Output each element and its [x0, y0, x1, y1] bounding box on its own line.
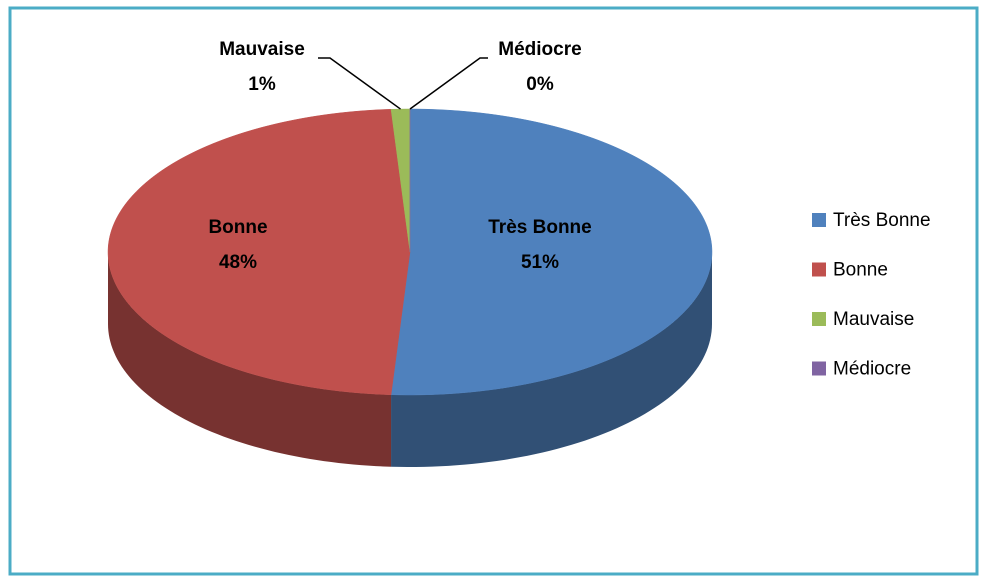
data-label-name: Médiocre — [498, 39, 581, 60]
legend-swatch — [812, 213, 826, 227]
legend-swatch — [812, 361, 826, 376]
legend-swatch — [812, 262, 826, 277]
legend-label: Très Bonne — [833, 210, 931, 231]
data-label-name: Bonne — [208, 217, 267, 238]
data-label-value: 51% — [521, 252, 559, 273]
legend-swatch — [812, 312, 826, 326]
data-label-name: Mauvaise — [219, 39, 305, 60]
leader-line — [318, 57, 401, 110]
pie-side — [391, 252, 712, 467]
data-label-name: Très Bonne — [488, 217, 591, 238]
pie-side — [108, 252, 392, 467]
data-label-value: 1% — [248, 74, 276, 95]
pie-slice — [107, 109, 411, 395]
leader-line — [409, 57, 488, 110]
legend-label: Mauvaise — [833, 309, 914, 330]
data-label-value: 0% — [526, 74, 554, 95]
pie-slice — [390, 108, 713, 396]
legend-label: Bonne — [833, 260, 888, 281]
data-label-value: 48% — [219, 252, 257, 273]
legend-label: Médiocre — [833, 359, 911, 380]
